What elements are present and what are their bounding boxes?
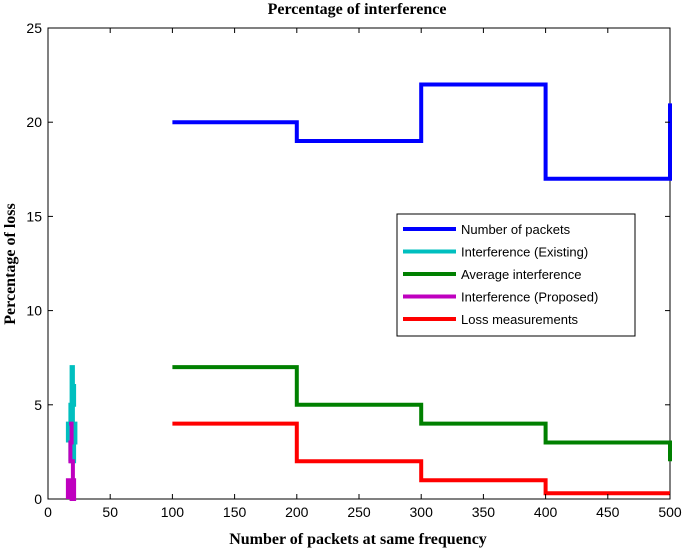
x-tick-label: 100 xyxy=(161,504,185,520)
y-tick-label: 5 xyxy=(34,397,42,413)
x-axis-label: Number of packets at same frequency xyxy=(229,531,487,548)
legend-label: Average interference xyxy=(461,267,581,282)
chart-title: Percentage of interference xyxy=(268,1,447,18)
x-tick-label: 0 xyxy=(44,504,52,520)
legend-label: Loss measurements xyxy=(461,312,579,327)
series-line-number-of-packets xyxy=(172,82,672,181)
y-tick-label: 20 xyxy=(26,114,42,130)
x-tick-label: 300 xyxy=(410,504,434,520)
y-tick-label: 0 xyxy=(34,491,42,507)
y-tick-label: 10 xyxy=(26,303,42,319)
x-tick-label: 350 xyxy=(472,504,496,520)
axis-ticks: 0 50 100 150 200 250 300 350 400 450 500 0 5 10 15 20 25 xyxy=(26,20,681,520)
x-tick-label: 450 xyxy=(596,504,620,520)
x-tick-label: 500 xyxy=(658,504,682,520)
legend-label: Interference (Proposed) xyxy=(461,290,598,305)
series-line-interference-proposed xyxy=(65,421,77,501)
series-line-loss-measurements xyxy=(172,421,670,496)
y-axis-label: Percentage of loss xyxy=(2,203,19,324)
legend-items: Number of packets Interference (Existing)… xyxy=(403,222,598,327)
y-tick-label: 15 xyxy=(26,208,42,224)
legend: Number of packets Interference (Existing)… xyxy=(396,213,636,337)
legend-label: Number of packets xyxy=(461,222,571,237)
series-line-average-interference xyxy=(172,365,672,462)
x-tick-label: 250 xyxy=(347,504,371,520)
x-tick-label: 50 xyxy=(102,504,118,520)
x-tick-label: 200 xyxy=(285,504,309,520)
series-layer xyxy=(65,82,672,501)
legend-label: Interference (Existing) xyxy=(461,245,588,260)
y-tick-label: 25 xyxy=(26,20,42,36)
x-tick-label: 150 xyxy=(223,504,247,520)
x-tick-label: 400 xyxy=(534,504,558,520)
